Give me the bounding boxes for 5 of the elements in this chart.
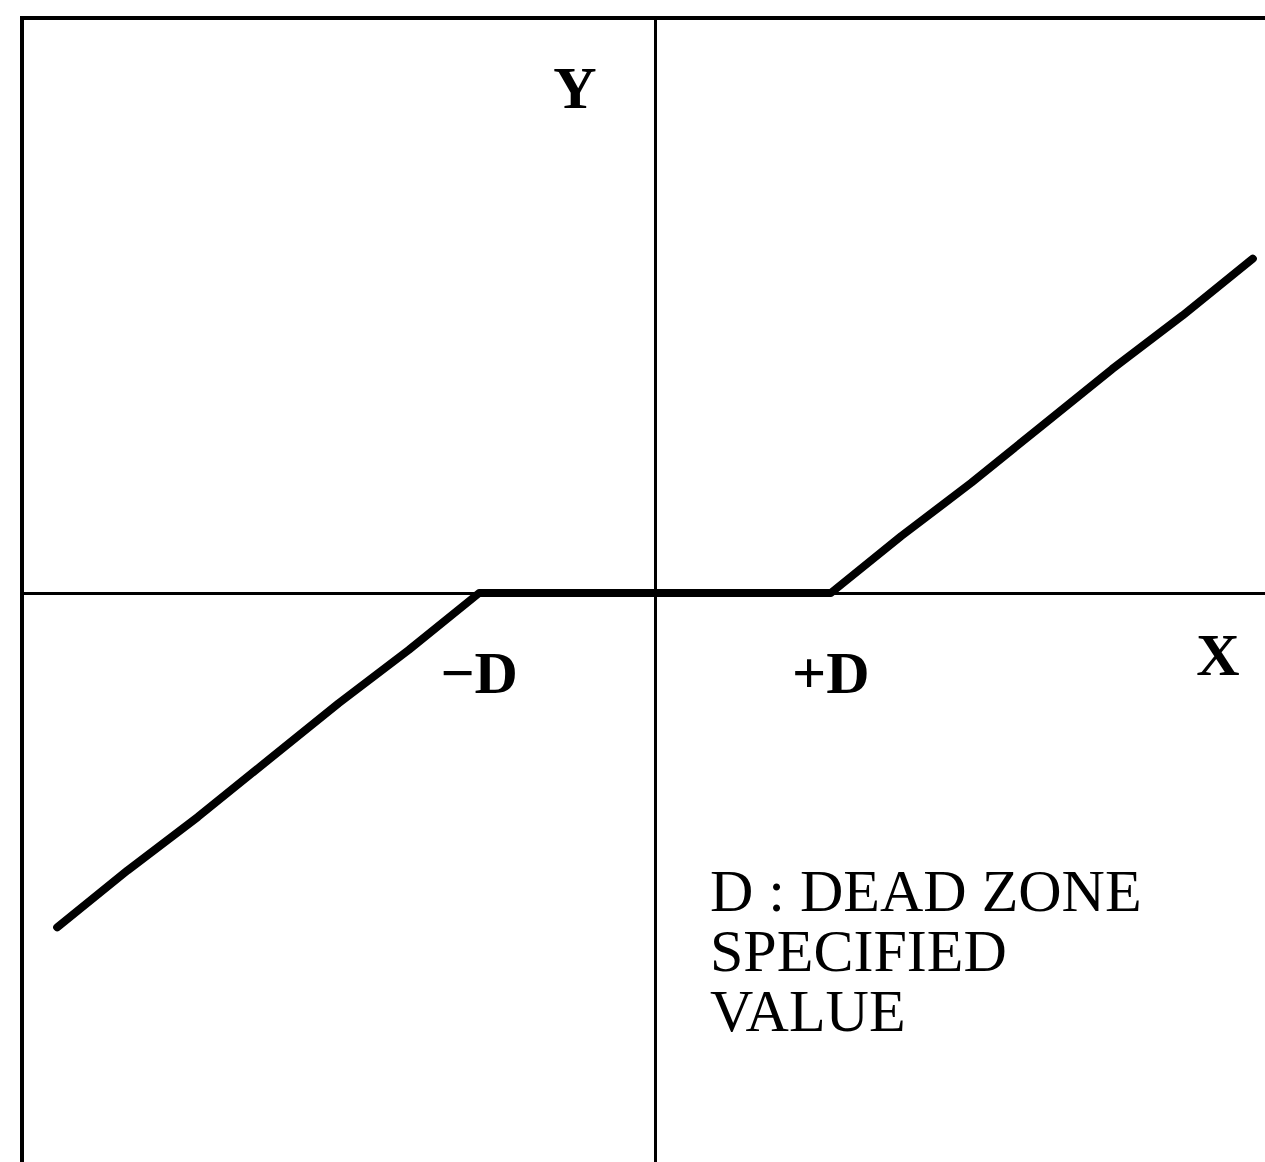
y-axis-title: Y — [553, 55, 597, 121]
x-axis-title: X — [1196, 622, 1240, 688]
x-tick-label: −D — [440, 640, 518, 706]
annotation: D : DEAD ZONE SPECIFIED VALUE — [710, 858, 1157, 1044]
x-tick-label: +D — [792, 640, 870, 706]
